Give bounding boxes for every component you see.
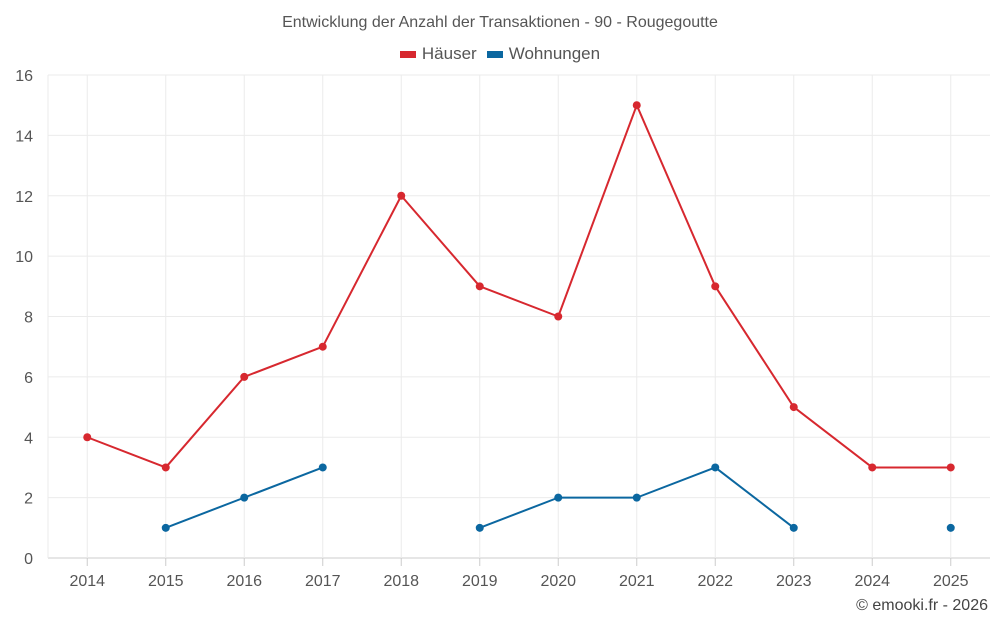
chart-title: Entwicklung der Anzahl der Transaktionen… [282, 14, 718, 31]
y-tick-label: 10 [15, 249, 33, 266]
legend-label-wohnungen: Wohnungen [508, 44, 601, 63]
data-point-haeuser [240, 372, 249, 381]
y-tick-label: 2 [24, 491, 33, 508]
x-tick-label: 2025 [933, 573, 969, 590]
x-tick-label: 2024 [854, 573, 890, 590]
y-tick-label: 0 [24, 551, 33, 568]
data-point-haeuser [397, 191, 406, 200]
data-point-haeuser [83, 433, 92, 442]
data-point-haeuser [554, 312, 563, 321]
legend-item-wohnungen[interactable]: Wohnungen [486, 44, 601, 64]
x-tick-label: 2018 [383, 573, 419, 590]
data-point-haeuser [632, 101, 641, 110]
series-line-haeuser [86, 104, 951, 469]
chart-legend: Häuser Wohnungen [0, 44, 1000, 64]
x-tick-label: 2021 [619, 573, 655, 590]
data-point-haeuser [711, 282, 720, 291]
x-tick-label: 2017 [305, 573, 341, 590]
data-point-haeuser [475, 282, 484, 291]
data-point-wohnungen [240, 493, 249, 502]
data-point-wohnungen [632, 493, 641, 502]
y-tick-label: 16 [15, 68, 33, 85]
data-point-wohnungen [554, 493, 563, 502]
y-tick-label: 12 [15, 189, 33, 206]
x-tick-label: 2019 [462, 573, 498, 590]
data-point-wohnungen [711, 463, 720, 472]
x-tick-label: 2015 [148, 573, 184, 590]
data-point-wohnungen [318, 463, 327, 472]
legend-swatch-wohnungen [486, 50, 503, 58]
data-point-haeuser [161, 463, 170, 472]
y-tick-label: 6 [24, 370, 33, 387]
copyright-credit: © emooki.fr - 2026 [856, 597, 988, 614]
y-tick-label: 14 [15, 128, 33, 145]
data-point-haeuser [789, 403, 798, 412]
data-point-wohnungen [475, 523, 484, 532]
x-tick-label: 2022 [697, 573, 733, 590]
x-tick-label: 2016 [226, 573, 262, 590]
legend-label-haeuser: Häuser [421, 44, 477, 63]
data-point-haeuser [318, 342, 327, 351]
x-tick-label: 2020 [540, 573, 576, 590]
data-point-wohnungen [946, 523, 955, 532]
data-point-haeuser [868, 463, 877, 472]
data-point-wohnungen [789, 523, 798, 532]
legend-swatch-haeuser [399, 50, 416, 58]
y-tick-label: 8 [24, 310, 33, 327]
x-tick-label: 2014 [69, 573, 105, 590]
y-tick-label: 4 [24, 430, 33, 447]
data-point-haeuser [946, 463, 955, 472]
data-point-wohnungen [161, 523, 170, 532]
legend-item-haeuser[interactable]: Häuser [399, 44, 477, 64]
x-tick-label: 2023 [776, 573, 812, 590]
